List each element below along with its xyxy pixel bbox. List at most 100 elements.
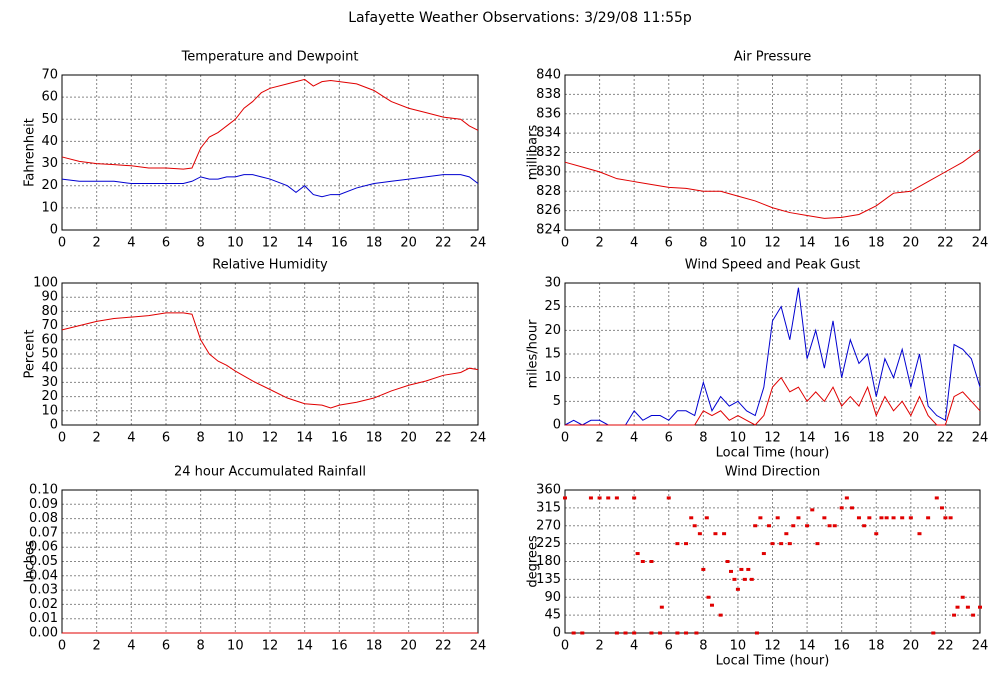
x-tick-label: 10 bbox=[227, 236, 244, 251]
data-point bbox=[632, 631, 637, 635]
x-tick-label: 24 bbox=[470, 431, 487, 446]
y-tick-label: 20 bbox=[544, 323, 561, 338]
data-point bbox=[689, 516, 694, 520]
x-tick-label: 0 bbox=[58, 431, 66, 446]
data-point bbox=[632, 496, 637, 500]
data-point bbox=[694, 631, 699, 635]
y-tick-label: 270 bbox=[536, 518, 561, 533]
y-tick-label: 15 bbox=[544, 347, 561, 362]
y-tick-label: 60 bbox=[41, 332, 58, 347]
x-tick-label: 2 bbox=[595, 431, 603, 446]
y-tick-label: 828 bbox=[536, 184, 561, 199]
data-point bbox=[891, 516, 896, 520]
data-point bbox=[684, 631, 689, 635]
plot-frame bbox=[564, 74, 981, 231]
data-point bbox=[787, 542, 792, 546]
y-tick-label: 30 bbox=[41, 375, 58, 390]
data-point bbox=[796, 516, 801, 520]
x-tick-label: 10 bbox=[227, 639, 244, 654]
data-point bbox=[791, 524, 796, 528]
y-tick-label: 30 bbox=[544, 276, 561, 291]
data-line bbox=[61, 312, 479, 409]
data-point bbox=[839, 506, 844, 510]
data-point bbox=[666, 496, 671, 500]
data-point bbox=[775, 516, 780, 520]
data-point bbox=[580, 631, 585, 635]
y-tick-label: 40 bbox=[41, 361, 58, 376]
x-tick-label: 12 bbox=[764, 431, 781, 446]
data-point bbox=[742, 577, 747, 581]
data-point bbox=[767, 524, 772, 528]
chart-title: Wind Direction bbox=[725, 465, 821, 480]
data-point bbox=[735, 587, 740, 591]
x-tick-label: 14 bbox=[799, 236, 816, 251]
data-point bbox=[706, 595, 711, 599]
data-point bbox=[955, 605, 960, 609]
data-point bbox=[749, 577, 754, 581]
data-point bbox=[718, 613, 723, 617]
x-tick-label: 18 bbox=[366, 236, 383, 251]
y-tick-label: 80 bbox=[41, 304, 58, 319]
y-tick-label: 60 bbox=[41, 90, 58, 105]
data-point bbox=[563, 496, 567, 500]
data-point bbox=[739, 567, 744, 571]
y-tick-label: 830 bbox=[536, 164, 561, 179]
plot-frame bbox=[61, 74, 479, 231]
y-tick-label: 840 bbox=[536, 68, 561, 83]
y-tick-label: 225 bbox=[536, 536, 561, 551]
plot-frame bbox=[564, 282, 981, 426]
data-line bbox=[564, 149, 981, 219]
y-tick-label: 5 bbox=[553, 394, 561, 409]
x-tick-label: 14 bbox=[296, 639, 313, 654]
data-point bbox=[779, 542, 784, 546]
x-tick-label: 4 bbox=[630, 639, 638, 654]
data-point bbox=[832, 524, 837, 528]
data-point bbox=[649, 631, 654, 635]
x-tick-label: 18 bbox=[868, 236, 885, 251]
data-point bbox=[588, 496, 593, 500]
x-tick-label: 10 bbox=[730, 236, 747, 251]
y-tick-label: 90 bbox=[544, 590, 561, 605]
data-point bbox=[770, 542, 775, 546]
y-tick-label: 0.06 bbox=[29, 540, 58, 555]
data-point bbox=[649, 560, 654, 563]
data-point bbox=[571, 631, 576, 635]
x-tick-label: 22 bbox=[435, 431, 452, 446]
data-point bbox=[761, 552, 766, 556]
data-point bbox=[709, 603, 714, 607]
data-point bbox=[965, 605, 970, 609]
y-tick-label: 824 bbox=[536, 223, 561, 238]
data-point bbox=[867, 516, 872, 520]
y-tick-label: 0.08 bbox=[29, 511, 58, 526]
data-point bbox=[900, 516, 905, 520]
data-point bbox=[884, 516, 889, 520]
x-tick-label: 0 bbox=[561, 639, 569, 654]
data-point bbox=[978, 605, 982, 609]
data-point bbox=[614, 496, 619, 500]
data-point bbox=[659, 605, 664, 609]
y-tick-label: 20 bbox=[41, 178, 58, 193]
y-axis-label: degrees bbox=[526, 535, 541, 588]
chart-title: 24 hour Accumulated Rainfall bbox=[174, 465, 366, 480]
data-point bbox=[753, 524, 758, 528]
y-axis-label: miles/hour bbox=[526, 319, 541, 388]
data-point bbox=[952, 613, 957, 617]
y-tick-label: 90 bbox=[41, 290, 58, 305]
x-tick-label: 12 bbox=[262, 639, 279, 654]
x-tick-label: 2 bbox=[595, 236, 603, 251]
x-tick-label: 0 bbox=[58, 236, 66, 251]
y-tick-label: 0 bbox=[50, 223, 58, 238]
data-point bbox=[917, 532, 922, 536]
x-tick-label: 8 bbox=[699, 639, 707, 654]
x-tick-label: 20 bbox=[903, 639, 920, 654]
y-tick-label: 0 bbox=[50, 418, 58, 433]
y-tick-label: 836 bbox=[536, 106, 561, 121]
data-point bbox=[658, 631, 663, 635]
x-tick-label: 16 bbox=[833, 639, 850, 654]
plot-frame bbox=[61, 282, 479, 426]
data-point bbox=[597, 496, 602, 500]
x-tick-label: 10 bbox=[227, 431, 244, 446]
x-tick-label: 6 bbox=[665, 431, 673, 446]
x-tick-label: 22 bbox=[937, 431, 954, 446]
x-tick-label: 8 bbox=[197, 639, 205, 654]
